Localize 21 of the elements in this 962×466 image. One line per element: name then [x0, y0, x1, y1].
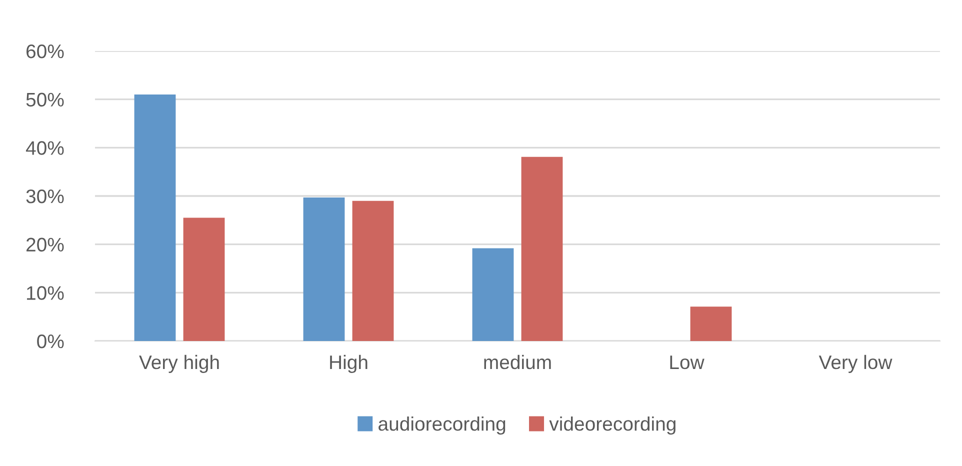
- y-tick-label: 0%: [37, 334, 64, 348]
- y-tick-label: 50%: [26, 92, 64, 107]
- bar: [183, 218, 225, 341]
- x-tick-label: Low: [670, 356, 704, 370]
- y-tick-label: 40%: [26, 141, 64, 155]
- bar: [134, 94, 176, 341]
- y-tick-label: 20%: [26, 238, 64, 252]
- x-tick-label: medium: [484, 354, 551, 370]
- bar: [521, 156, 563, 341]
- x-tick-label: High: [330, 354, 368, 374]
- bar: [352, 200, 394, 341]
- bar: [472, 248, 514, 341]
- x-tick-label: Very low: [818, 354, 892, 374]
- x-tick-label: Very high: [139, 354, 219, 374]
- y-tick-label: 30%: [26, 189, 64, 204]
- legend-label: videorecording: [549, 416, 676, 435]
- bar: [303, 197, 345, 341]
- y-tick-label: 10%: [27, 286, 64, 300]
- y-tick-label: 60%: [26, 44, 64, 58]
- legend-label: audiorecording: [378, 416, 506, 435]
- bar: [690, 306, 732, 341]
